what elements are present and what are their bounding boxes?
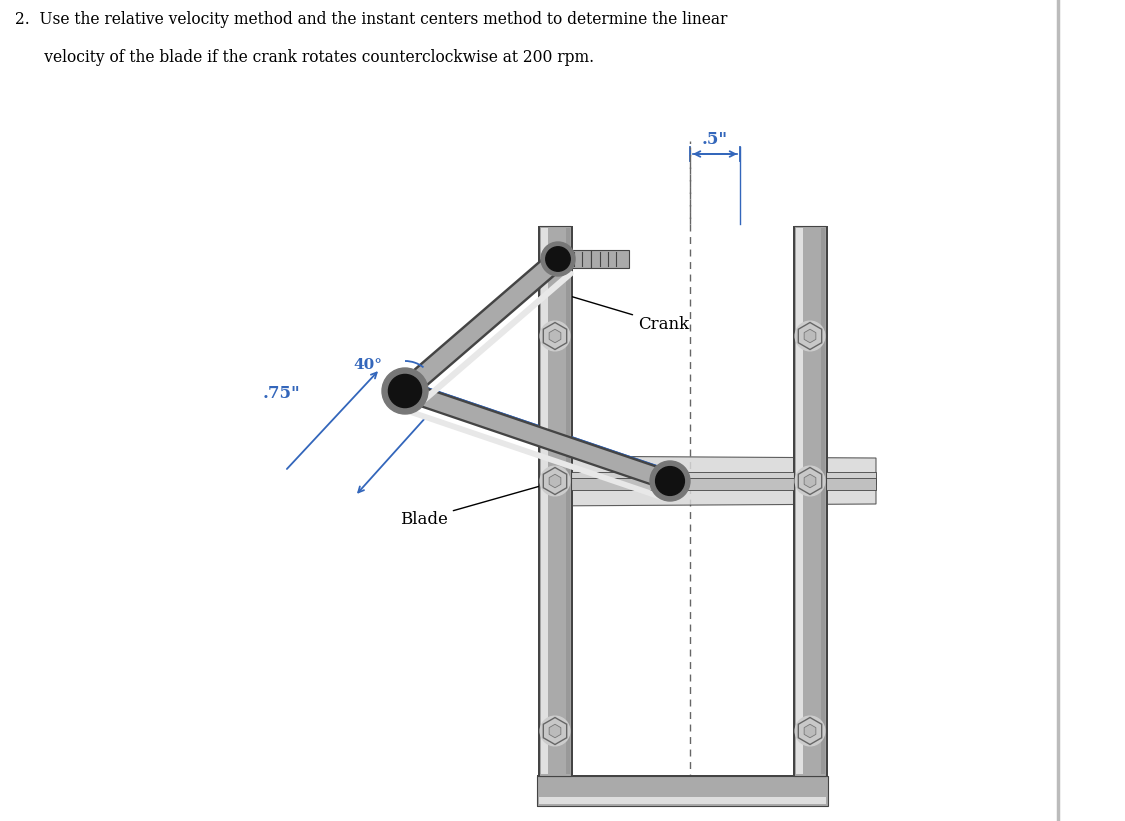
Polygon shape	[543, 718, 567, 745]
Bar	[796, 228, 803, 774]
Polygon shape	[804, 475, 816, 488]
Polygon shape	[799, 718, 821, 745]
Polygon shape	[799, 323, 821, 350]
Circle shape	[546, 247, 570, 271]
Bar	[537, 775, 828, 807]
Circle shape	[388, 374, 422, 407]
Text: .5": .5"	[702, 131, 728, 148]
Text: Blade: Blade	[400, 479, 561, 528]
Bar	[794, 226, 826, 776]
Circle shape	[650, 461, 690, 501]
Bar	[537, 776, 828, 806]
Circle shape	[540, 716, 570, 745]
Bar	[539, 796, 826, 804]
Polygon shape	[549, 475, 561, 488]
Bar	[792, 226, 828, 776]
Circle shape	[795, 466, 825, 496]
Text: .75": .75"	[263, 384, 300, 401]
Bar	[538, 226, 573, 776]
Bar	[539, 226, 572, 776]
Circle shape	[541, 242, 575, 276]
Polygon shape	[804, 329, 816, 342]
Text: 4": 4"	[543, 413, 564, 430]
Polygon shape	[543, 467, 567, 494]
Circle shape	[540, 321, 570, 351]
Circle shape	[656, 466, 684, 495]
Bar	[539, 478, 876, 490]
Bar	[566, 228, 570, 774]
Bar	[821, 228, 825, 774]
Polygon shape	[549, 329, 561, 342]
Text: velocity of the blade if the crank rotates counterclockwise at 200 rpm.: velocity of the blade if the crank rotat…	[15, 49, 594, 66]
Polygon shape	[804, 724, 816, 738]
Circle shape	[795, 321, 825, 351]
Polygon shape	[543, 323, 567, 350]
Text: 40°: 40°	[353, 358, 382, 372]
Polygon shape	[799, 467, 821, 494]
Text: Crank: Crank	[557, 291, 690, 333]
Polygon shape	[539, 456, 876, 506]
Circle shape	[382, 368, 428, 414]
Circle shape	[795, 716, 825, 745]
Circle shape	[540, 466, 570, 496]
Text: 2.  Use the relative velocity method and the instant centers method to determine: 2. Use the relative velocity method and …	[15, 11, 728, 28]
Bar	[541, 228, 548, 774]
Bar	[591, 250, 629, 268]
Bar	[554, 250, 591, 268]
Polygon shape	[549, 724, 561, 738]
Bar	[539, 472, 876, 484]
